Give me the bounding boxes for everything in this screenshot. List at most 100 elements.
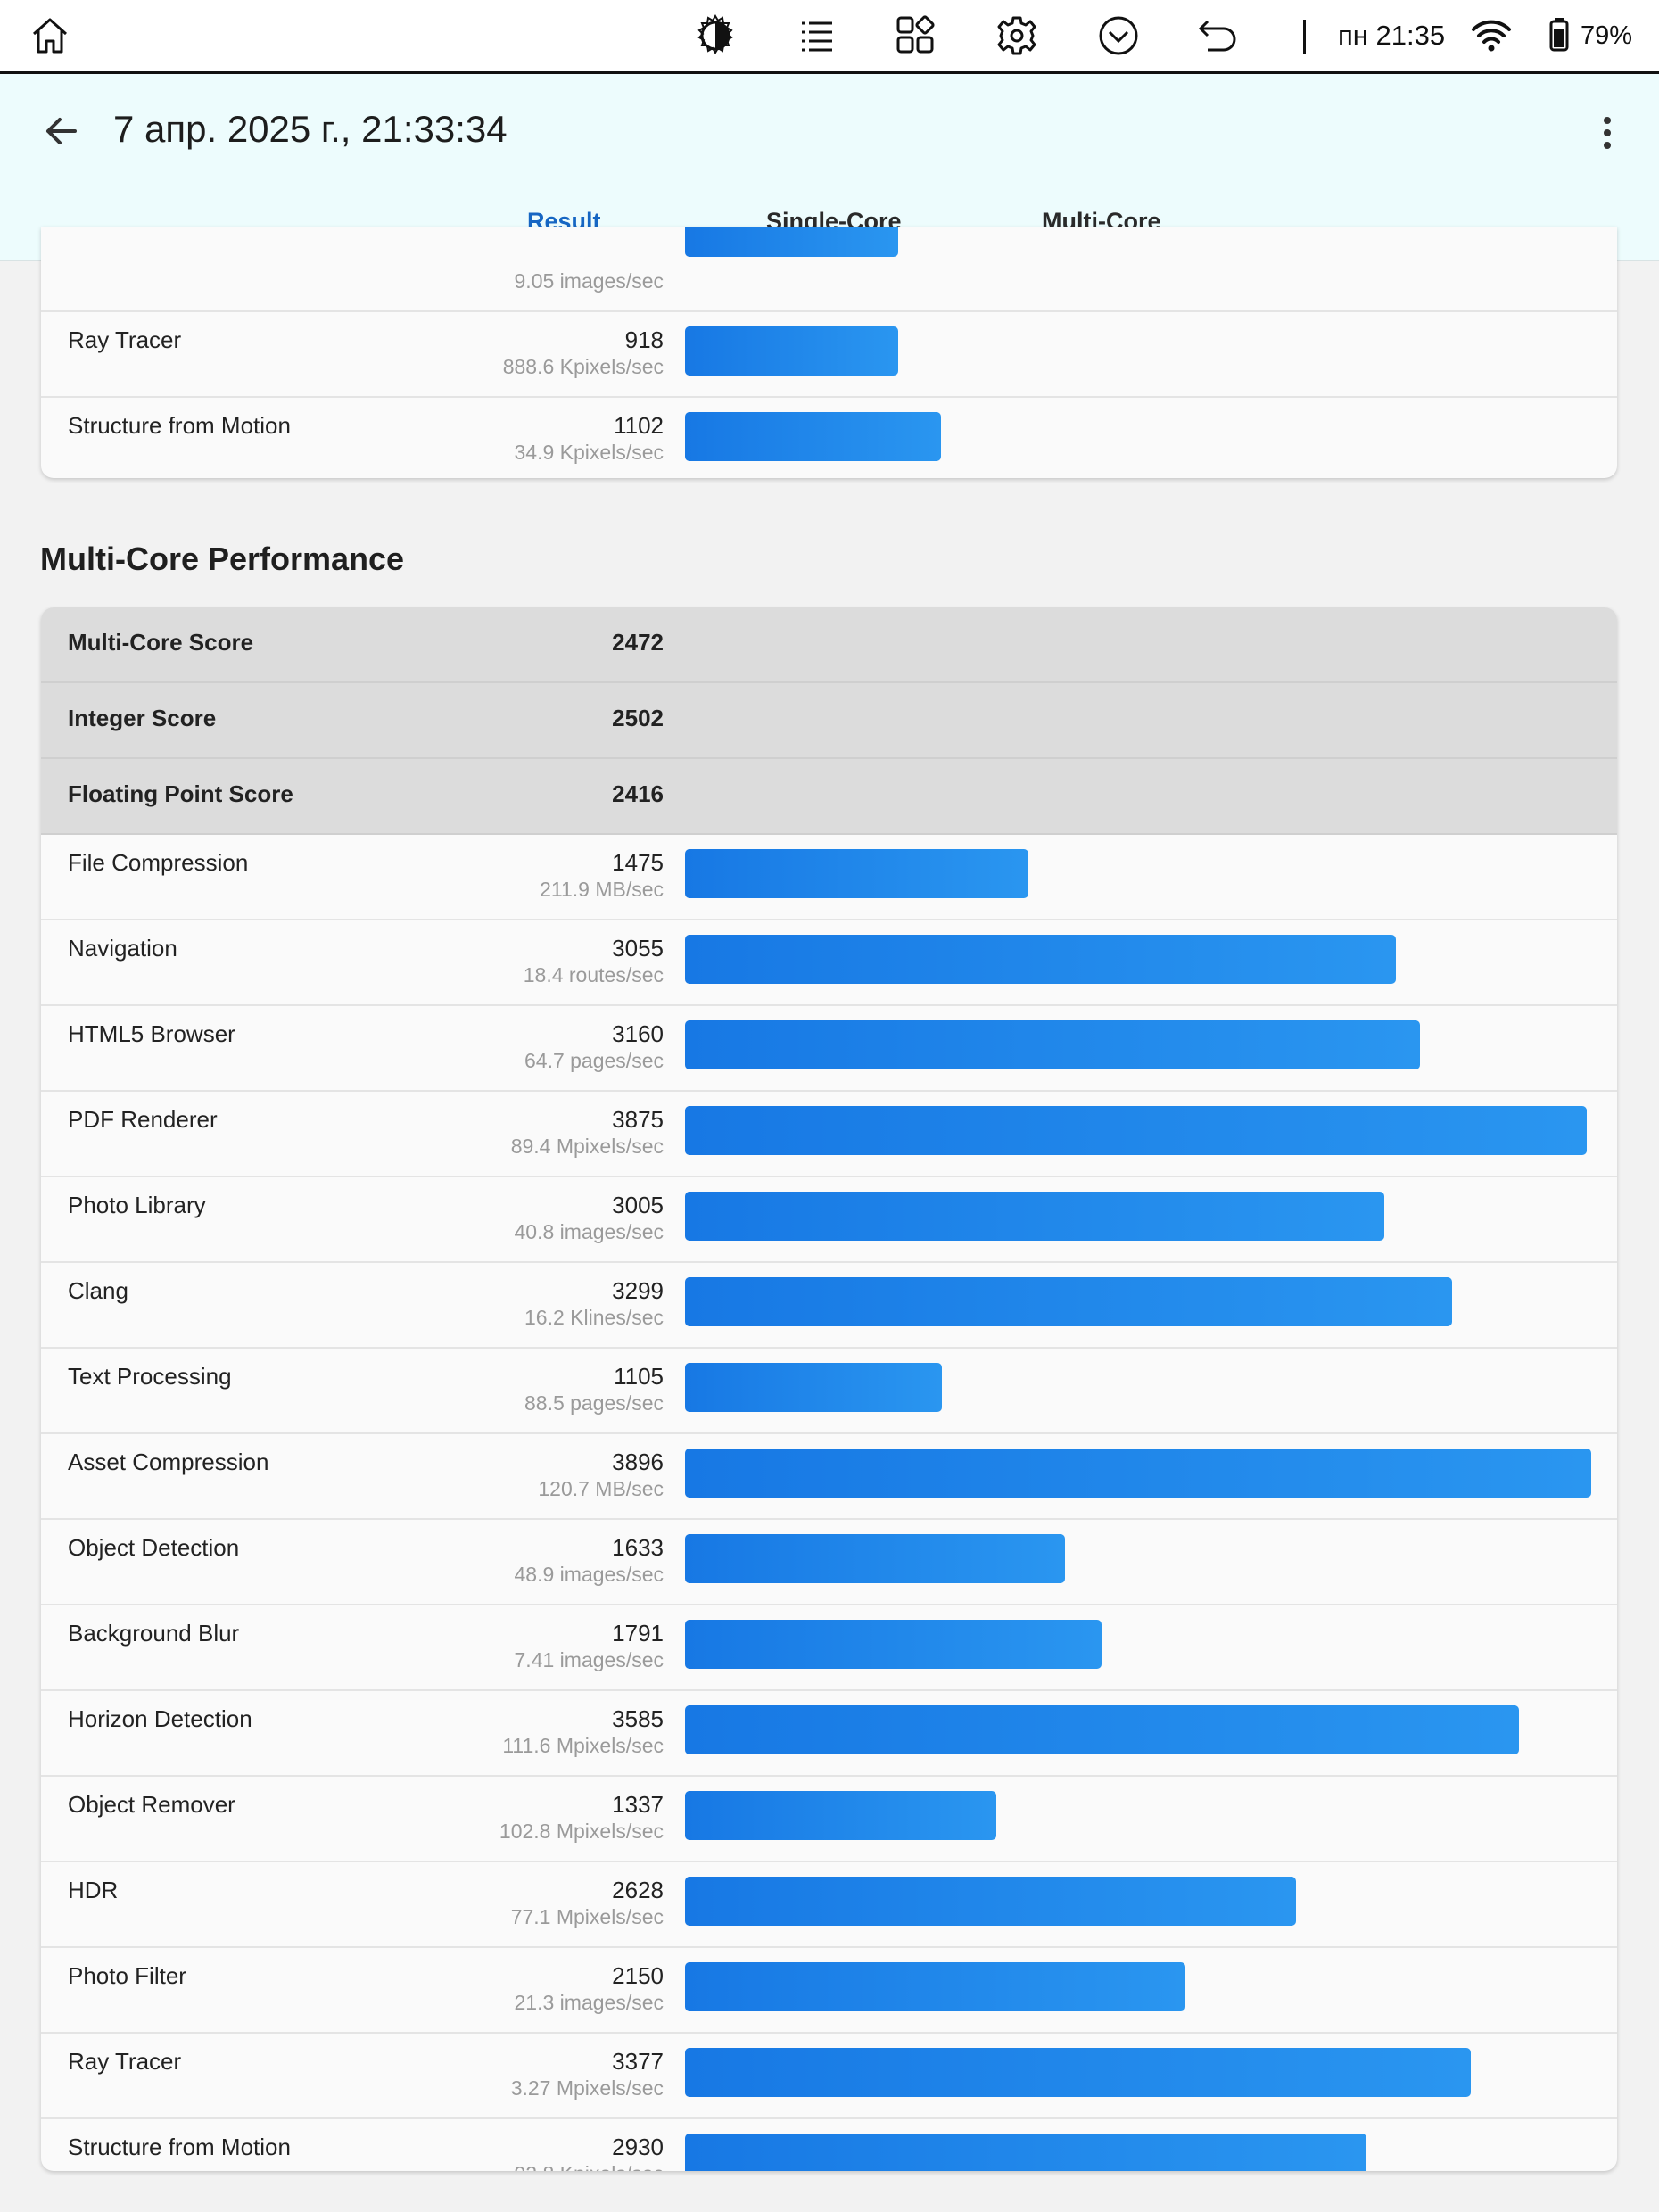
benchmark-name: Object Remover — [68, 1791, 235, 1818]
benchmark-row: Structure from Motion 2930 92.8 Kpixels/se… — [41, 2119, 1617, 2171]
benchmark-row: Photo Library 3005 40.8 images/sec — [41, 1177, 1617, 1263]
benchmark-bar — [685, 326, 898, 376]
benchmark-row: Clang 3299 16.2 Klines/sec — [41, 1263, 1617, 1349]
summary-score-row: Integer Score 2502 — [41, 683, 1617, 759]
benchmark-score: 2150 — [612, 1962, 664, 1989]
benchmark-bar — [685, 412, 941, 461]
benchmark-bar — [685, 2048, 1471, 2097]
benchmark-row: Photo Filter 2150 21.3 images/sec — [41, 1948, 1617, 2034]
screen-refresh-icon[interactable] — [692, 12, 739, 59]
summary-score-name: Floating Point Score — [68, 780, 293, 807]
benchmark-unit: 3.27 Mpixels/sec — [510, 2076, 664, 2100]
benchmark-score: 3055 — [612, 935, 664, 962]
benchmark-unit: 9.05 images/sec — [514, 269, 664, 293]
benchmark-bar — [685, 1534, 1065, 1583]
benchmark-bar — [685, 1363, 942, 1412]
benchmark-score: 3160 — [612, 1020, 664, 1047]
benchmark-name: File Compression — [68, 849, 249, 876]
list-icon[interactable] — [793, 12, 839, 59]
summary-score-row: Multi-Core Score 2472 — [41, 607, 1617, 683]
section-title: Multi-Core Performance — [40, 541, 405, 577]
benchmark-unit: 34.9 Kpixels/sec — [514, 441, 664, 464]
benchmark-name: Navigation — [68, 935, 177, 962]
battery-percent: 79% — [1581, 21, 1633, 50]
benchmark-score: 2628 — [612, 1877, 664, 1903]
benchmark-bar — [685, 1449, 1591, 1498]
benchmark-unit: 89.4 Mpixels/sec — [510, 1135, 664, 1158]
summary-score-value: 2472 — [612, 629, 664, 656]
benchmark-score: 3005 — [612, 1192, 664, 1218]
benchmark-unit: 111.6 Mpixels/sec — [502, 1734, 664, 1757]
apps-icon[interactable] — [893, 12, 939, 59]
wifi-icon — [1468, 12, 1515, 59]
benchmark-unit: 77.1 Mpixels/sec — [510, 1905, 664, 1928]
benchmark-row: Ray Tracer 918 888.6 Kpixels/sec — [41, 312, 1617, 398]
benchmark-unit: 64.7 pages/sec — [524, 1049, 664, 1072]
benchmark-row: Navigation 3055 18.4 routes/sec — [41, 920, 1617, 1006]
benchmark-name: Structure from Motion — [68, 2134, 291, 2160]
benchmark-name: Text Processing — [68, 1363, 232, 1390]
benchmark-unit: 18.4 routes/sec — [523, 963, 664, 986]
summary-score-row: Floating Point Score 2416 — [41, 759, 1617, 835]
back-icon[interactable] — [1195, 12, 1242, 59]
benchmark-unit: 7.41 images/sec — [514, 1648, 664, 1671]
benchmark-row: HTML5 Browser 3160 64.7 pages/sec — [41, 1006, 1617, 1092]
benchmark-unit: 48.9 images/sec — [514, 1563, 664, 1586]
benchmark-name: Ray Tracer — [68, 326, 182, 353]
benchmark-name: Asset Compression — [68, 1449, 269, 1475]
benchmark-name: Background Blur — [68, 1620, 240, 1647]
summary-score-name: Multi-Core Score — [68, 629, 254, 656]
collapse-icon[interactable] — [1095, 12, 1142, 59]
benchmark-bar — [685, 935, 1396, 984]
benchmark-unit: 21.3 images/sec — [514, 1991, 664, 2014]
benchmark-score: 3896 — [612, 1449, 664, 1475]
benchmark-name: Ray Tracer — [68, 2048, 182, 2075]
battery-icon — [1539, 12, 1575, 59]
benchmark-score: 1633 — [612, 1534, 664, 1561]
settings-icon[interactable] — [994, 12, 1040, 59]
clock: пн 21:35 — [1338, 20, 1446, 51]
benchmark-name: Photo Library — [68, 1192, 206, 1218]
benchmark-bar — [685, 1962, 1185, 2011]
benchmark-unit: 88.5 pages/sec — [524, 1391, 664, 1415]
single-core-results-card: 9.05 images/sec Ray Tracer 918 888.6 Kpi… — [41, 227, 1617, 478]
page-title: 7 апр. 2025 г., 21:33:34 — [113, 108, 508, 150]
benchmark-score: 2930 — [612, 2134, 664, 2160]
benchmark-bar — [685, 1877, 1296, 1926]
benchmark-unit: 102.8 Mpixels/sec — [499, 1820, 664, 1843]
status-bar: пн 21:35 79% — [0, 0, 1659, 74]
benchmark-row: Ray Tracer 3377 3.27 Mpixels/sec — [41, 2034, 1617, 2119]
benchmark-name: HTML5 Browser — [68, 1020, 235, 1047]
benchmark-name: HDR — [68, 1877, 119, 1903]
multi-core-results-card: Multi-Core Score 2472 Integer Score 2502 Flo… — [41, 607, 1617, 2171]
benchmark-score: 1337 — [612, 1791, 664, 1818]
benchmark-row: Background Blur 1791 7.41 images/sec — [41, 1605, 1617, 1691]
benchmark-bar — [685, 849, 1028, 898]
summary-score-value: 2502 — [612, 705, 664, 731]
summary-score-name: Integer Score — [68, 705, 217, 731]
benchmark-unit: 16.2 Klines/sec — [524, 1306, 664, 1329]
benchmark-score: 1791 — [612, 1620, 664, 1647]
more-options-icon[interactable] — [1584, 110, 1630, 156]
benchmark-name: Structure from Motion — [68, 412, 291, 439]
benchmark-row: HDR 2628 77.1 Mpixels/sec — [41, 1862, 1617, 1948]
benchmark-row: Horizon Detection 3585 111.6 Mpixels/sec — [41, 1691, 1617, 1777]
benchmark-score: 1102 — [614, 412, 664, 439]
benchmark-unit: 40.8 images/sec — [514, 1220, 664, 1243]
benchmark-bar — [685, 2134, 1366, 2171]
benchmark-name: Object Detection — [68, 1534, 240, 1561]
back-arrow-icon[interactable] — [36, 106, 86, 156]
benchmark-name: Horizon Detection — [68, 1705, 252, 1732]
benchmark-bar — [685, 1277, 1452, 1326]
benchmark-score: 1105 — [614, 1363, 664, 1390]
home-icon[interactable] — [27, 12, 73, 59]
benchmark-row: File Compression 1475 211.9 MB/sec — [41, 835, 1617, 920]
benchmark-row: Asset Compression 3896 120.7 MB/sec — [41, 1434, 1617, 1520]
benchmark-unit: 888.6 Kpixels/sec — [502, 355, 664, 378]
summary-score-value: 2416 — [612, 780, 664, 807]
benchmark-score: 3585 — [612, 1705, 664, 1732]
benchmark-row: Object Detection 1633 48.9 images/sec — [41, 1520, 1617, 1605]
benchmark-bar — [685, 1620, 1102, 1669]
benchmark-bar — [685, 1020, 1420, 1069]
benchmark-bar — [685, 1106, 1587, 1155]
